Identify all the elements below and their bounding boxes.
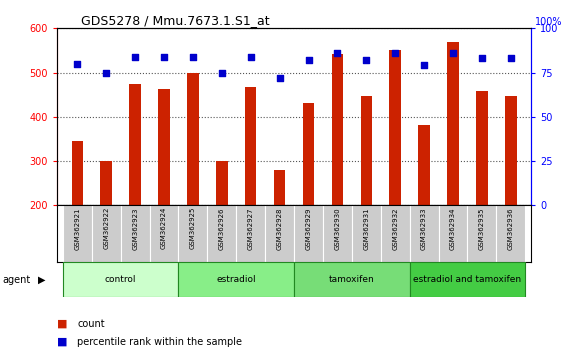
Bar [294,262,409,297]
Bar [120,205,150,262]
Point [159,54,168,59]
Bar [265,205,294,262]
Bar [92,205,120,262]
Text: GSM362929: GSM362929 [305,207,312,250]
Bar [468,205,496,262]
Text: GSM362932: GSM362932 [392,207,398,250]
Text: estradiol: estradiol [216,275,256,284]
Bar [409,205,439,262]
Point [102,70,111,75]
Text: GSM362933: GSM362933 [421,207,427,250]
Text: GSM362927: GSM362927 [248,207,254,250]
Bar [303,103,314,205]
Text: GSM362935: GSM362935 [479,207,485,250]
Text: 100%: 100% [535,17,562,27]
Point [188,54,198,59]
Text: GSM362925: GSM362925 [190,207,196,250]
Point [448,50,457,56]
Bar [179,262,294,297]
Bar [100,161,112,205]
Bar [496,205,525,262]
Bar [216,161,228,205]
Point [217,70,226,75]
Point [477,56,486,61]
Text: tamoxifen: tamoxifen [329,275,375,284]
Point [391,50,400,56]
Text: estradiol and tamoxifen: estradiol and tamoxifen [413,275,521,284]
Text: GSM362926: GSM362926 [219,207,225,250]
Bar [381,205,409,262]
Text: GSM362921: GSM362921 [74,207,81,250]
Bar [207,205,236,262]
Text: GSM362928: GSM362928 [276,207,283,250]
Bar [419,125,430,205]
Bar [63,262,179,297]
Bar [245,87,256,205]
Text: percentile rank within the sample: percentile rank within the sample [77,337,242,347]
Bar [323,205,352,262]
Bar [389,50,401,205]
Bar [150,205,179,262]
Bar [294,205,323,262]
Bar [187,73,199,205]
Text: agent: agent [3,275,31,285]
Bar [236,205,265,262]
Point [304,57,313,63]
Point [275,75,284,81]
Text: GSM362924: GSM362924 [161,207,167,250]
Bar [274,170,286,205]
Text: count: count [77,319,104,329]
Point [506,56,516,61]
Text: ■: ■ [57,319,67,329]
Point [420,63,429,68]
Bar [130,84,141,205]
Text: GSM362934: GSM362934 [450,207,456,250]
Point [362,57,371,63]
Text: GSM362923: GSM362923 [132,207,138,250]
Bar [332,53,343,205]
Bar [447,42,459,205]
Point [333,50,342,56]
Text: GSM362936: GSM362936 [508,207,514,250]
Text: GDS5278 / Mmu.7673.1.S1_at: GDS5278 / Mmu.7673.1.S1_at [81,14,270,27]
Text: ▶: ▶ [38,275,46,285]
Bar [360,96,372,205]
Point [131,54,140,59]
Text: ■: ■ [57,337,67,347]
Bar [179,205,207,262]
Point [246,54,255,59]
Bar [439,205,468,262]
Bar [505,96,517,205]
Text: control: control [105,275,136,284]
Bar [71,141,83,205]
Bar [63,205,92,262]
Text: GSM362931: GSM362931 [363,207,369,250]
Bar [409,262,525,297]
Point [73,61,82,67]
Text: GSM362930: GSM362930 [335,207,340,250]
Bar [476,91,488,205]
Bar [352,205,381,262]
Bar [158,89,170,205]
Text: GSM362922: GSM362922 [103,207,109,250]
